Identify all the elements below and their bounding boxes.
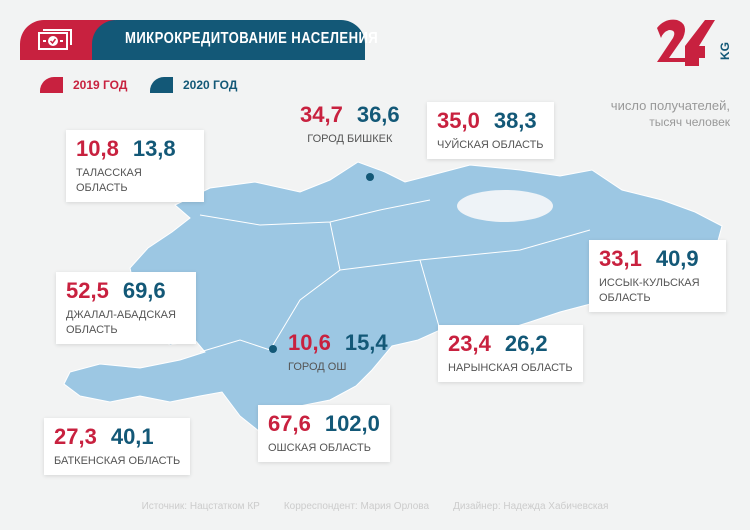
region-issyk-kul: 33,1 40,9 ИССЫК-КУЛЬСКАЯ ОБЛАСТЬ (589, 240, 726, 312)
page-title: МИКРОКРЕДИТОВАНИЕ НАСЕЛЕНИЯ (125, 30, 379, 47)
money-check-icon (38, 29, 72, 50)
region-jalal-abad: 52,5 69,6 ДЖАЛАЛ-АБАДСКАЯ ОБЛАСТЬ (56, 272, 196, 344)
footer-credits: Источник: Нацстатком КР Корреспондент: Ма… (141, 501, 609, 512)
unit-note: число получателей, тысяч человек (610, 98, 730, 129)
svg-text:KG: KG (718, 42, 732, 60)
region-naryn: 23,4 26,2 НАРЫНСКАЯ ОБЛАСТЬ (438, 325, 583, 382)
map-shape (63, 161, 723, 433)
issyk-kul-lake (457, 190, 553, 222)
osh-dot (269, 345, 277, 353)
header-banner: МИКРОКРЕДИТОВАНИЕ НАСЕЛЕНИЯ (20, 20, 378, 60)
region-chuy: 35,0 38,3 ЧУЙСКАЯ ОБЛАСТЬ (427, 102, 554, 159)
legend-2020: 2020 ГОД (150, 77, 237, 93)
region-batken: 27,3 40,1 БАТКЕНСКАЯ ОБЛАСТЬ (44, 418, 191, 475)
region-osh-city: 10,6 15,4 ГОРОД ОШ (288, 330, 388, 373)
legend-2019: 2019 ГОД (40, 77, 127, 93)
region-osh: 67,6 102,0 ОШСКАЯ ОБЛАСТЬ (258, 405, 390, 462)
region-talas: 10,8 13,8 ТАЛАССКАЯ ОБЛАСТЬ (66, 130, 204, 202)
24kg-logo: KG (657, 19, 732, 66)
bishkek-dot (366, 173, 374, 181)
region-bishkek: 34,7 36,6 ГОРОД БИШКЕК (300, 102, 400, 145)
